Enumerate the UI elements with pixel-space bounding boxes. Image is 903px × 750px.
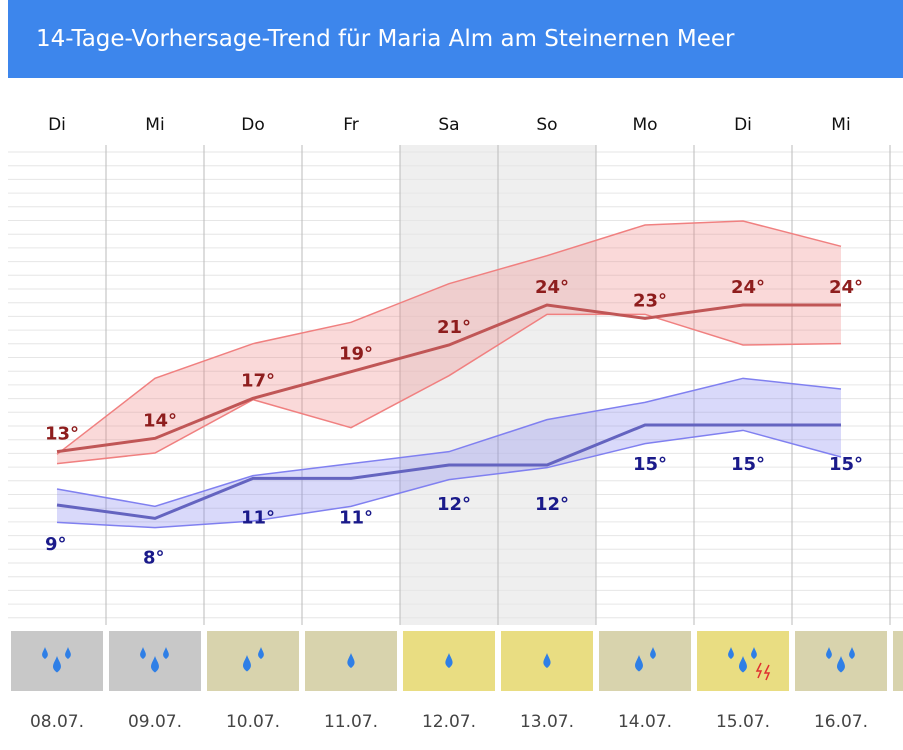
rain-drop xyxy=(837,656,845,673)
header-bar: 14-Tage-Vorhersage-Trend für Maria Alm a… xyxy=(8,0,903,78)
day-label: Di xyxy=(734,115,752,135)
rain-drop xyxy=(543,653,551,668)
rain-drop xyxy=(739,656,747,673)
band-upper xyxy=(56,220,842,455)
date-label: 08.07. xyxy=(30,712,84,732)
date-label: 10.07. xyxy=(226,712,280,732)
rain-drop xyxy=(849,647,855,659)
range-band xyxy=(57,378,841,528)
day-label: Di xyxy=(48,115,66,135)
rain-drop xyxy=(347,653,355,668)
day-label: Do xyxy=(241,115,265,135)
title: 14-Tage-Vorhersage-Trend für Maria Alm a… xyxy=(36,26,735,52)
rain-drop xyxy=(151,656,159,673)
rain-drop xyxy=(445,653,453,668)
temp-line xyxy=(56,303,841,454)
lightning xyxy=(755,662,771,681)
weather-box xyxy=(599,631,691,691)
rain-drop xyxy=(258,647,264,659)
temp-label: 17° xyxy=(241,370,275,391)
temp-label: 24° xyxy=(731,277,765,298)
temp-label: 12° xyxy=(535,494,569,515)
rain-drop xyxy=(140,647,146,659)
temp-label: 23° xyxy=(633,290,667,311)
temp-label: 15° xyxy=(633,454,667,475)
rain-drop xyxy=(751,647,757,659)
rain-drop xyxy=(53,656,61,673)
temp-label: 19° xyxy=(339,344,373,365)
day-label: So xyxy=(536,115,557,135)
date-label: 14.07. xyxy=(618,712,672,732)
temp-label: 9° xyxy=(45,534,67,555)
rain-drop xyxy=(635,655,643,672)
rain-drop xyxy=(728,647,734,659)
band-lower xyxy=(56,429,842,529)
temp-label: 21° xyxy=(437,317,471,338)
rain-drop xyxy=(42,647,48,659)
temp-label: 11° xyxy=(241,507,275,528)
rain-drop xyxy=(243,655,251,672)
temp-label: 15° xyxy=(829,454,863,475)
temp-label: 14° xyxy=(143,410,177,431)
date-label: 13.07. xyxy=(520,712,574,732)
temp-label: 24° xyxy=(535,277,569,298)
date-label: 11.07. xyxy=(324,712,378,732)
date-label: 12.07. xyxy=(422,712,476,732)
day-label: Mo xyxy=(632,115,657,135)
rain-drop xyxy=(65,647,71,659)
temp-label: 13° xyxy=(45,424,79,445)
date-label: 09.07. xyxy=(128,712,182,732)
temp-label: 8° xyxy=(143,547,165,568)
date-label: 15.07. xyxy=(716,712,770,732)
date-label: 16.07. xyxy=(814,712,868,732)
rain-drop xyxy=(826,647,832,659)
rain-drop xyxy=(650,647,656,659)
temp-label: 11° xyxy=(339,507,373,528)
day-label: Sa xyxy=(438,115,459,135)
temp-line xyxy=(56,423,841,520)
temp-label: 24° xyxy=(829,277,863,298)
weather-box xyxy=(893,631,903,691)
weather-box xyxy=(207,631,299,691)
band-upper xyxy=(56,377,842,508)
rain-drop xyxy=(163,647,169,659)
day-label: Mi xyxy=(831,115,850,135)
band-lower xyxy=(56,313,842,465)
day-label: Mi xyxy=(145,115,164,135)
temp-label: 15° xyxy=(731,454,765,475)
day-label: Fr xyxy=(343,115,359,135)
range-band xyxy=(57,221,841,464)
temp-label: 12° xyxy=(437,494,471,515)
